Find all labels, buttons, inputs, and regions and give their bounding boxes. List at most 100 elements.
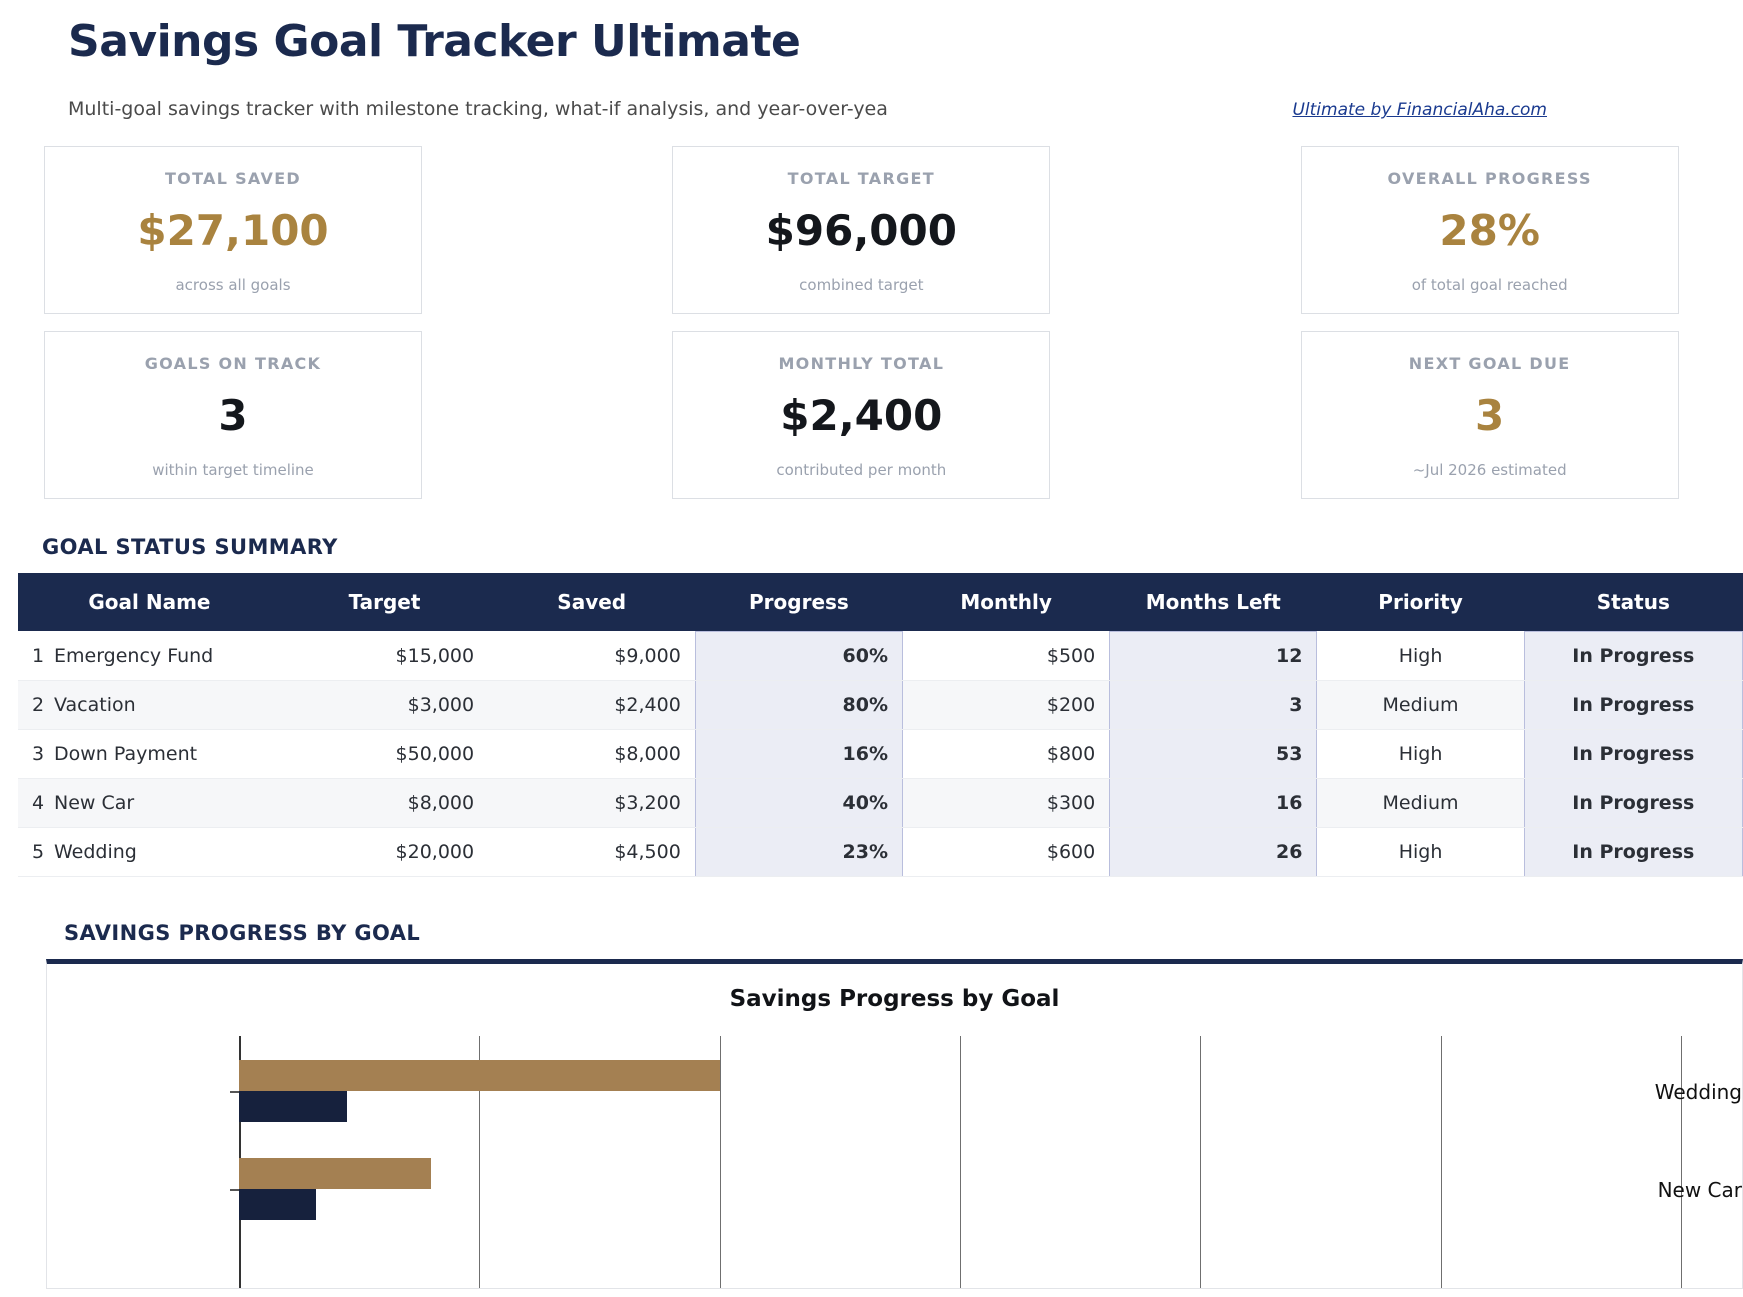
row-number: 2 <box>32 693 45 716</box>
table-header-row: Goal Name Target Saved Progress Monthly … <box>18 573 1743 632</box>
kpi-label: GOALS ON TRACK <box>144 354 322 374</box>
col-header-monthly[interactable]: Monthly <box>902 573 1110 632</box>
kpi-sublabel: combined target <box>799 276 924 295</box>
chart-gridline <box>1440 1035 1442 1288</box>
table-row[interactable]: 3 Down Payment $50,000 $8,000 16% $800 53… <box>18 728 1743 779</box>
kpi-card-monthly-total: MONTHLY TOTAL $2,400 contributed per mon… <box>672 331 1051 500</box>
kpi-card-total-saved: TOTAL SAVED $27,100 across all goals <box>44 146 422 315</box>
row-number: 3 <box>32 742 45 765</box>
status-badge: In Progress <box>1523 777 1743 828</box>
cell-goal-name: 4 New Car <box>18 778 281 828</box>
cell-priority: Medium <box>1316 680 1525 730</box>
goal-name-text: Wedding <box>54 840 137 863</box>
kpi-label: NEXT GOAL DUE <box>1408 354 1571 374</box>
col-header-months-left[interactable]: Months Left <box>1109 573 1317 632</box>
kpi-sublabel: ~Jul 2026 estimated <box>1412 461 1567 480</box>
cell-goal-name: 1 Emergency Fund <box>18 631 281 681</box>
brand-link[interactable]: Ultimate by FinancialAha.com <box>1292 100 1547 121</box>
kpi-grid: TOTAL SAVED $27,100 across all goals TOT… <box>0 146 1743 500</box>
chart-y-tick <box>230 1188 239 1191</box>
cell-saved: $8,000 <box>488 729 696 779</box>
kpi-value: $96,000 <box>765 206 957 256</box>
kpi-value: $27,100 <box>137 206 329 256</box>
page-title: Savings Goal Tracker Ultimate <box>68 16 801 67</box>
kpi-value: 3 <box>1475 391 1505 441</box>
cell-saved: $9,000 <box>488 631 696 681</box>
kpi-sublabel: within target timeline <box>152 461 314 480</box>
chart-category-label: New Car <box>1657 1177 1742 1202</box>
cell-monthly: $300 <box>902 778 1110 828</box>
page-subtitle: Multi-goal savings tracker with mileston… <box>68 98 888 121</box>
cell-goal-name: 3 Down Payment <box>18 729 281 779</box>
col-header-saved[interactable]: Saved <box>488 573 696 632</box>
col-header-goal-name[interactable]: Goal Name <box>18 573 281 632</box>
col-header-target[interactable]: Target <box>280 573 489 632</box>
table-row[interactable]: 4 New Car $8,000 $3,200 40% $300 16 Mediu… <box>18 777 1743 828</box>
cell-monthly: $800 <box>902 729 1110 779</box>
chart-title: Savings Progress by Goal <box>729 985 1060 1012</box>
chart-section-title: SAVINGS PROGRESS BY GOAL <box>64 920 421 945</box>
status-badge: In Progress <box>1523 679 1743 730</box>
status-badge: In Progress <box>1523 826 1743 877</box>
cell-priority: High <box>1316 827 1525 877</box>
goal-name-text: New Car <box>54 791 135 814</box>
chart-category-label: Wedding <box>1654 1079 1742 1104</box>
goal-name-text: Emergency Fund <box>54 644 214 667</box>
table-row[interactable]: 5 Wedding $20,000 $4,500 23% $600 26 High… <box>18 826 1743 877</box>
status-badge: In Progress <box>1523 728 1743 779</box>
chart-bar-target <box>239 1059 720 1091</box>
cell-progress: 16% <box>694 728 904 779</box>
col-header-priority[interactable]: Priority <box>1316 573 1525 632</box>
table-row[interactable]: 2 Vacation $3,000 $2,400 80% $200 3 Mediu… <box>18 679 1743 730</box>
kpi-sublabel: of total goal reached <box>1411 276 1568 295</box>
kpi-value: $2,400 <box>780 391 943 441</box>
cell-target: $8,000 <box>280 778 489 828</box>
cell-months-left: 26 <box>1109 826 1318 877</box>
cell-monthly: $200 <box>902 680 1110 730</box>
row-number: 4 <box>32 791 45 814</box>
chart-gridline <box>719 1035 721 1288</box>
cell-target: $3,000 <box>280 680 489 730</box>
cell-priority: High <box>1316 631 1525 681</box>
chart-plot-area: Wedding New Car <box>47 1035 1742 1288</box>
kpi-sublabel: contributed per month <box>776 461 947 480</box>
chart-gridline <box>1200 1035 1202 1288</box>
cell-progress: 80% <box>694 679 904 730</box>
table-row[interactable]: 1 Emergency Fund $15,000 $9,000 60% $500 … <box>18 630 1743 681</box>
cell-saved: $2,400 <box>488 680 696 730</box>
kpi-value: 28% <box>1439 206 1540 256</box>
kpi-card-overall-progress: OVERALL PROGRESS 28% of total goal reach… <box>1300 146 1679 315</box>
chart-bar-saved <box>239 1188 316 1220</box>
cell-goal-name: 5 Wedding <box>18 827 281 877</box>
kpi-sublabel: across all goals <box>175 276 291 295</box>
goal-status-table: Goal Name Target Saved Progress Monthly … <box>18 573 1743 877</box>
kpi-card-goals-on-track: GOALS ON TRACK 3 within target timeline <box>44 331 422 500</box>
goal-status-table-wrap: Goal Name Target Saved Progress Monthly … <box>0 573 1743 877</box>
cell-priority: High <box>1316 729 1525 779</box>
page-header: Savings Goal Tracker Ultimate Multi-goal… <box>0 0 1743 120</box>
goal-status-section-title: GOAL STATUS SUMMARY <box>42 535 338 560</box>
chart-y-tick <box>230 1090 239 1093</box>
status-badge: In Progress <box>1523 630 1743 681</box>
kpi-label: OVERALL PROGRESS <box>1387 169 1592 189</box>
kpi-card-total-target: TOTAL TARGET $96,000 combined target <box>672 146 1051 315</box>
cell-months-left: 16 <box>1109 777 1318 828</box>
col-header-status[interactable]: Status <box>1524 573 1743 632</box>
kpi-card-next-goal-due: NEXT GOAL DUE 3 ~Jul 2026 estimated <box>1300 331 1679 500</box>
savings-progress-chart-card: Savings Progress by Goal Wedding New Car <box>46 958 1743 1289</box>
cell-months-left: 12 <box>1109 630 1318 681</box>
chart-bar-saved <box>239 1090 348 1122</box>
col-header-progress[interactable]: Progress <box>695 573 903 632</box>
table-body: 1 Emergency Fund $15,000 $9,000 60% $500 … <box>18 630 1743 877</box>
chart-gridline <box>960 1035 961 1288</box>
kpi-label: TOTAL TARGET <box>787 169 935 189</box>
subtitle-row: Multi-goal savings tracker with mileston… <box>68 98 1743 120</box>
kpi-label: TOTAL SAVED <box>164 169 302 189</box>
row-number: 5 <box>32 840 45 863</box>
cell-target: $15,000 <box>280 631 489 681</box>
goal-name-text: Vacation <box>54 693 136 716</box>
cell-target: $20,000 <box>280 827 489 877</box>
cell-monthly: $500 <box>902 631 1110 681</box>
cell-saved: $4,500 <box>488 827 696 877</box>
kpi-value: 3 <box>218 391 248 441</box>
